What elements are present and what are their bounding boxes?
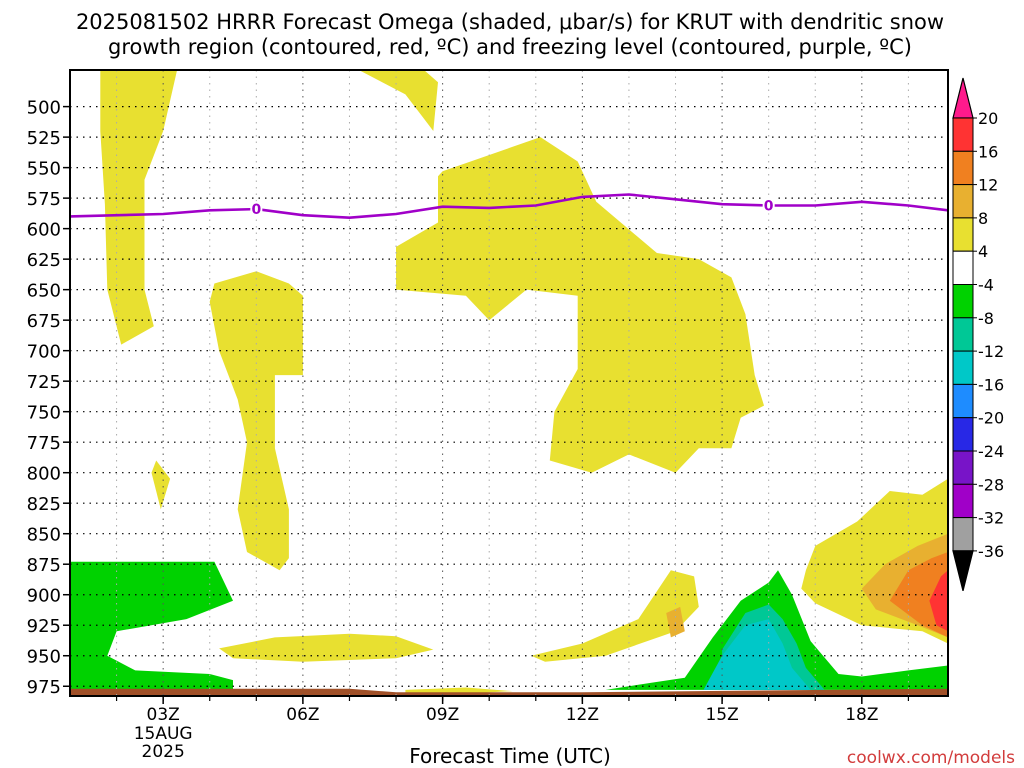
colorbar-box-1: [952, 117, 974, 152]
region-upward-4-8-2: [209, 271, 303, 571]
colorbar-box-9: [952, 383, 974, 419]
x-tick-label-3: 03Z: [147, 705, 180, 725]
plot-frame: [69, 69, 949, 697]
source-credit[interactable]: coolwx.com/models: [847, 748, 1015, 768]
colorbar-label-1: 16: [978, 142, 998, 161]
colorbar-box-4: [952, 217, 974, 252]
colorbar-label-13: -36: [978, 542, 1004, 561]
colorbar-box-13: [952, 517, 974, 552]
freezing-level-label-bg-0: [250, 201, 263, 218]
y-tick-label-625: 625: [27, 250, 61, 271]
y-tick-label-600: 600: [27, 220, 61, 241]
y-tick-label-500: 500: [27, 98, 61, 119]
colorbar-box-7: [952, 317, 974, 352]
y-tick-label-725: 725: [27, 372, 61, 393]
colorbar-box-12: [952, 483, 974, 519]
y-tick-label-700: 700: [27, 342, 61, 363]
colorbar-box-10: [952, 417, 974, 452]
colorbar-label-11: -28: [978, 475, 1004, 494]
y-tick-label-550: 550: [27, 159, 61, 180]
colorbar-box-5: [952, 250, 974, 285]
chart-title-line-2: growth region (contoured, red, ºC) and f…: [108, 35, 912, 59]
region-upward-4-8-1: [358, 70, 438, 131]
y-tick-label-850: 850: [27, 525, 61, 546]
y-tick-label-575: 575: [27, 189, 61, 210]
colorbar-box-2: [952, 150, 974, 186]
region-upward-16-20-12: [929, 570, 948, 632]
colorbar-label-7: -12: [978, 342, 1004, 361]
region-upward-12-16-11: [889, 552, 948, 638]
region-upward-4-8-5: [219, 633, 434, 662]
region-terrain-17: [70, 688, 948, 696]
freezing-level-label-1: 0: [764, 198, 774, 214]
y-tick-label-800: 800: [27, 464, 61, 485]
y-tick-label-675: 675: [27, 311, 61, 332]
colorbar-bottom-arrow: [952, 550, 974, 592]
region-upward-4-8-7: [531, 570, 699, 662]
freezing-level-label-0: 0: [251, 202, 261, 218]
colorbar-label-3: 8: [978, 209, 988, 228]
colorbar-label-2: 12: [978, 176, 998, 195]
colorbar-box-11: [952, 450, 974, 485]
x-tick-year: 2025: [142, 742, 185, 762]
colorbar-label-8: -16: [978, 375, 1004, 394]
region-downward-12-16-16: [703, 619, 811, 690]
x-tick-label-6: 06Z: [286, 705, 319, 725]
y-axis-pressure-ticks: 500 525 550 575 600 625 650 675 700 725 750 775 800 8…: [27, 98, 70, 698]
colorbar-label-10: -24: [978, 442, 1004, 461]
colorbar-top-arrow: [952, 77, 974, 119]
colorbar-box-6: [952, 284, 974, 319]
x-axis-label: Forecast Time (UTC): [409, 744, 611, 768]
colorbar-label-4: 4: [978, 242, 988, 261]
x-tick-label-15: 15Z: [705, 705, 738, 725]
colorbar: 20 16 12 8 4 -4 -8 -12 -16 -20 -24 -28 -32 -36: [952, 77, 1004, 592]
y-tick-label-875: 875: [27, 555, 61, 576]
y-tick-label-650: 650: [27, 281, 61, 302]
region-upward-4-8-0: [100, 70, 178, 345]
region-upward-4-8-3: [151, 460, 171, 510]
x-tick-date: 15AUG: [134, 724, 193, 744]
region-upward-4-8-4: [396, 137, 764, 473]
y-tick-label-925: 925: [27, 616, 61, 637]
colorbar-label-9: -20: [978, 409, 1004, 428]
colorbar-label-12: -32: [978, 509, 1004, 528]
y-tick-label-525: 525: [27, 128, 61, 149]
x-tick-label-12: 12Z: [566, 705, 599, 725]
chart-title-line-1: 2025081502 HRRR Forecast Omega (shaded, …: [76, 10, 944, 34]
y-tick-label-950: 950: [27, 647, 61, 668]
y-tick-label-775: 775: [27, 433, 61, 454]
region-downward-4-8-13: [70, 561, 233, 690]
grid-lines: [70, 70, 948, 696]
region-upward-8-12-8: [666, 606, 685, 638]
y-tick-label-825: 825: [27, 494, 61, 515]
x-tick-label-9: 09Z: [426, 705, 459, 725]
region-upward-4-8-6: [405, 687, 513, 694]
x-tick-label-18: 18Z: [845, 705, 878, 725]
colorbar-box-3: [952, 184, 974, 219]
colorbar-box-8: [952, 350, 974, 385]
colorbar-label-0: 20: [978, 109, 998, 128]
freezing-level-label-bg-1: [762, 197, 775, 214]
colorbar-label-6: -8: [978, 309, 994, 328]
y-tick-label-975: 975: [27, 677, 61, 698]
y-tick-label-900: 900: [27, 586, 61, 607]
omega-shaded-regions: [70, 70, 948, 696]
y-tick-label-750: 750: [27, 403, 61, 424]
colorbar-label-5: -4: [978, 276, 994, 295]
